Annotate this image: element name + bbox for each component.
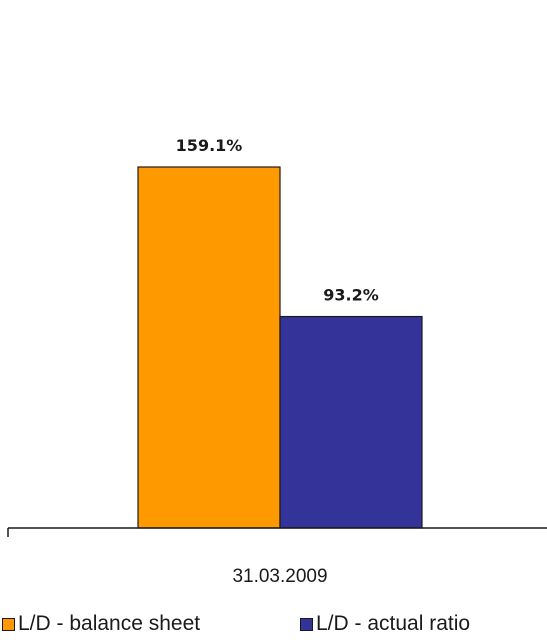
legend-label-actual-ratio: L/D - actual ratio [316,612,471,635]
bar-1 [279,315,423,529]
legend: L/D - balance sheet L/D - actual ratio [0,612,547,643]
category-labels-group: 31.03.2009 [232,566,327,587]
bars-group [137,166,423,529]
data-label-1: 93.2% [323,286,379,305]
bar-0 [137,166,281,529]
legend-item-balance-sheet: L/D - balance sheet [2,612,200,636]
legend-label-balance-sheet: L/D - balance sheet [18,612,201,635]
legend-swatch-actual-ratio [300,617,313,631]
data-label-0: 159.1% [176,136,243,155]
category-label: 31.03.2009 [232,566,327,587]
legend-item-actual-ratio: L/D - actual ratio [300,612,470,636]
value-labels-group: 159.1% 93.2% [176,136,379,305]
legend-swatch-balance-sheet [2,617,15,631]
